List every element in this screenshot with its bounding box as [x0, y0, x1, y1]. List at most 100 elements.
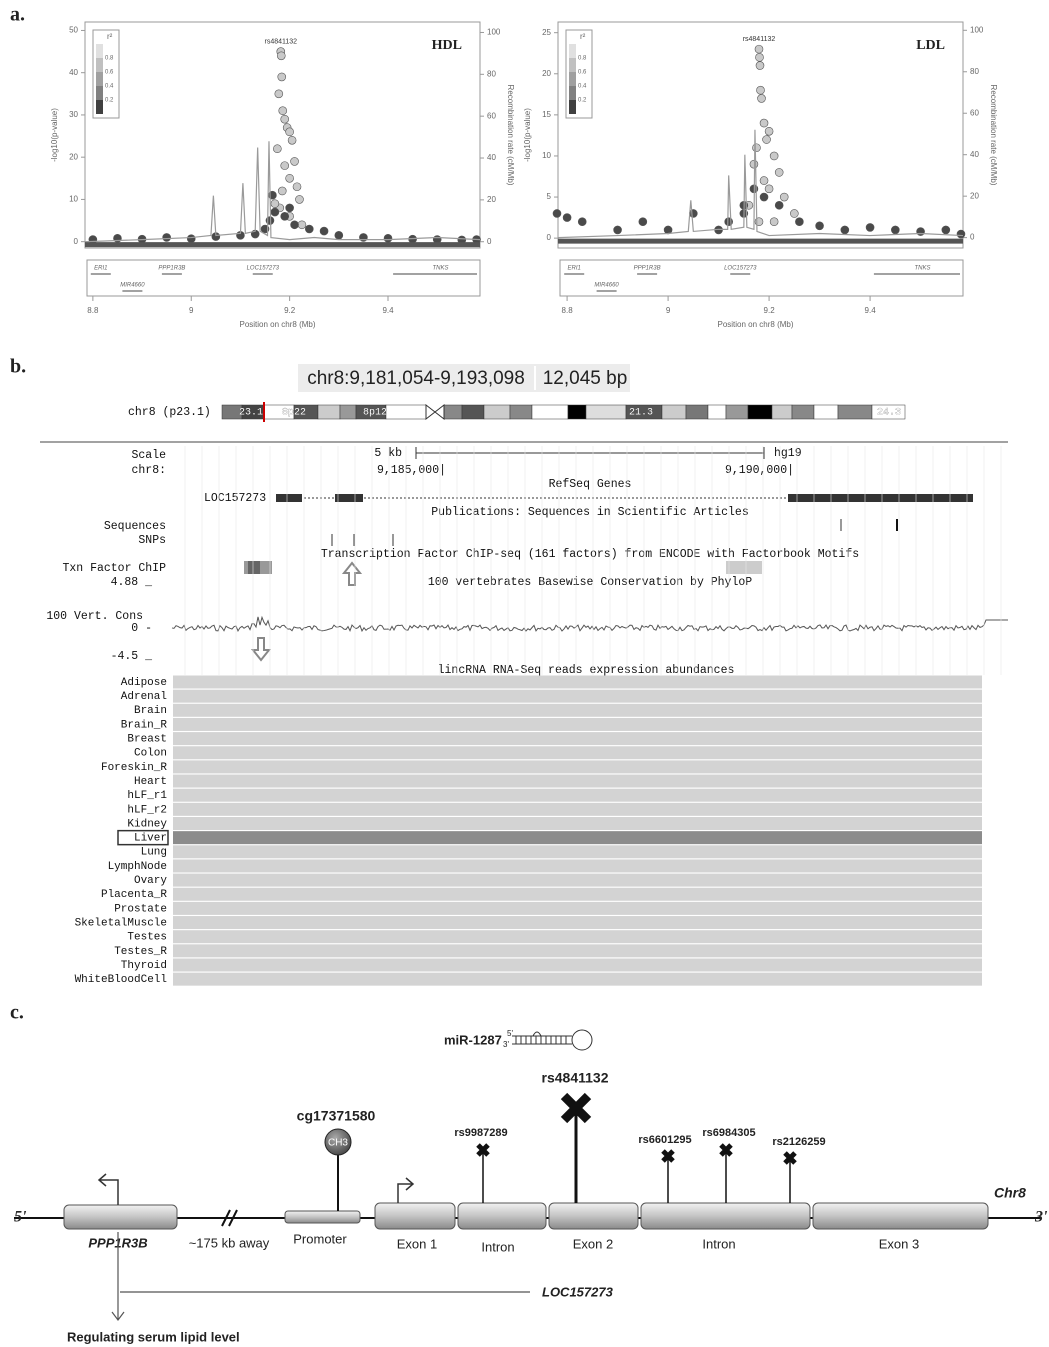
- snp-point: [613, 225, 622, 235]
- y-tick-label: 20: [542, 69, 551, 78]
- band: [443, 404, 463, 420]
- band: [461, 404, 485, 420]
- band: [509, 404, 533, 420]
- legend-tick: 0.6: [578, 70, 587, 76]
- tissue-label: Foreskin_R: [101, 762, 167, 774]
- tissue-label: Kidney: [127, 818, 167, 830]
- y2-tick-label: 40: [487, 153, 496, 162]
- mirna-end: 5': [507, 1029, 513, 1038]
- methyl-label: CH3: [328, 1138, 348, 1149]
- snp-point: [769, 217, 779, 227]
- tissue-label: Colon: [134, 748, 167, 760]
- assembly: hg19: [774, 447, 802, 460]
- band-label: 24.3: [877, 408, 901, 419]
- snp-point: [956, 229, 966, 239]
- snp-point: [280, 161, 290, 170]
- segment: Promoter: [293, 1231, 347, 1246]
- snp-point: [270, 199, 280, 208]
- exon: [335, 494, 363, 502]
- snp-point: [638, 217, 648, 227]
- exon-box: [548, 1202, 639, 1230]
- snp-point: [562, 213, 572, 222]
- coordinate: 9,185,000|: [377, 464, 446, 477]
- track-title: 100 vertebrates Basewise Conservation by…: [428, 576, 752, 589]
- legend-title: r²: [580, 32, 586, 41]
- tissue-label: Placenta_R: [101, 889, 167, 901]
- band: [871, 404, 906, 420]
- band-label: 21.3: [629, 408, 653, 419]
- distance: ~175 kb away: [189, 1235, 270, 1250]
- snp-point: [186, 234, 196, 244]
- expression-bar: [173, 746, 982, 760]
- tissue-label: Brain_R: [121, 719, 168, 731]
- expression-bar: [173, 717, 982, 731]
- tissue-label: hLF_r1: [127, 790, 167, 802]
- y2-tick-label: 0: [487, 237, 492, 246]
- track-label: SNPs: [138, 534, 166, 547]
- gene-track: [86, 259, 481, 297]
- snp-point: [749, 159, 759, 169]
- gene-track: [559, 259, 964, 297]
- tissue-label: Prostate: [114, 903, 167, 915]
- snp-point: [383, 233, 393, 243]
- gene-label: MIR4660: [120, 283, 145, 289]
- band: [483, 404, 511, 420]
- tissue-label: LymphNode: [108, 861, 167, 873]
- track-label: chr8:: [131, 464, 166, 477]
- gene-label: ERI1: [568, 266, 581, 272]
- tissue-label: Thyroid: [121, 960, 167, 972]
- legend-swatch: [569, 58, 576, 72]
- bulge: [532, 1031, 542, 1037]
- mirna-end: 3': [503, 1040, 509, 1049]
- snp-point: [752, 143, 761, 153]
- ideogram-label: chr8 (p23.1): [128, 406, 211, 419]
- gene-label: LOC157273: [247, 266, 280, 272]
- function: Regulating serum lipid level: [67, 1329, 240, 1344]
- y2-axis-label: Recombination rate (cM/Mb): [506, 85, 515, 186]
- methyl-group: [324, 1128, 352, 1156]
- band-label: 8p22: [282, 408, 306, 419]
- snp-point: [754, 44, 764, 54]
- snp-label: rs6601295: [638, 1134, 691, 1146]
- legend-tick: 0.2: [105, 98, 114, 104]
- segment: Exon 2: [573, 1236, 613, 1251]
- plot-frame: [84, 21, 481, 249]
- snp-point: [755, 61, 765, 70]
- expression-bar: [173, 901, 982, 915]
- snp-point: [280, 212, 290, 221]
- tissue-label: Adipose: [121, 677, 167, 689]
- segment: Exon 3: [879, 1236, 919, 1251]
- segment: Intron: [702, 1236, 735, 1251]
- chip-peak: [726, 561, 762, 574]
- break: [221, 1209, 238, 1227]
- snp-mark: [783, 1151, 797, 1165]
- expression-bar: [173, 732, 982, 746]
- expression-bar: [173, 675, 982, 689]
- y2-tick-label: 100: [487, 28, 501, 37]
- region-size: 12,045 bp: [543, 368, 628, 389]
- band: [837, 404, 873, 420]
- exon: [788, 494, 973, 502]
- gene-box: [63, 1204, 178, 1230]
- snp-point: [790, 209, 799, 218]
- snp-point: [779, 192, 789, 202]
- band-label: 8p12: [363, 408, 387, 419]
- gene-label: LOC157273: [724, 266, 757, 272]
- snp-point: [292, 182, 302, 192]
- band: [747, 404, 773, 420]
- tissue-label: Liver: [134, 833, 167, 845]
- legend-title: r²: [107, 32, 113, 41]
- cpg-label: cg17371580: [297, 1108, 376, 1124]
- x-tick-label: 8.8: [87, 306, 99, 315]
- y-tick-label: 15: [542, 110, 551, 119]
- track-label: Scale: [131, 449, 166, 462]
- x-tick-label: 9.4: [865, 306, 877, 315]
- y-tick-label: 30: [69, 110, 78, 119]
- legend-swatch: [96, 86, 103, 100]
- centromere: [425, 403, 445, 421]
- snp-point: [891, 225, 900, 235]
- snp-mark: [476, 1143, 490, 1157]
- x-axis-label: Position on chr8 (Mb): [717, 320, 793, 329]
